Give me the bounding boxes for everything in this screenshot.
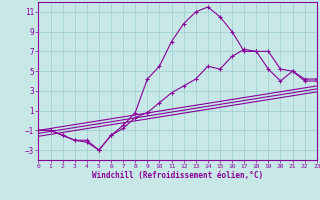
X-axis label: Windchill (Refroidissement éolien,°C): Windchill (Refroidissement éolien,°C): [92, 171, 263, 180]
